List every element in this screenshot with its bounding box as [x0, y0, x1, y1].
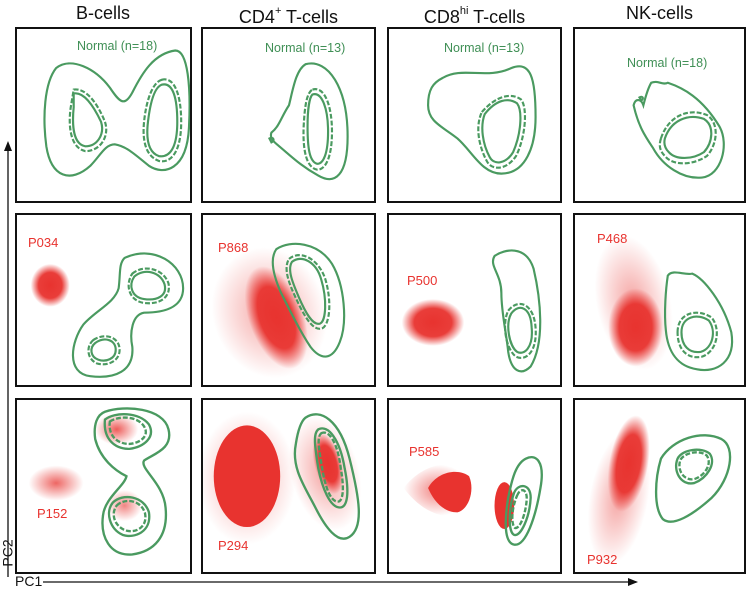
panel-p034-b-cells: P034: [15, 213, 192, 387]
contour-plot: [427, 65, 537, 175]
patient-cluster: [244, 266, 308, 369]
sample-label: P034: [28, 235, 59, 250]
panel-normal-cd8hi-t-cells: Normal (n=13): [387, 27, 562, 203]
column-title-nk-cells: NK-cells: [573, 2, 746, 24]
contour-plot: [43, 49, 190, 177]
column-title-main: CD4: [238, 7, 275, 27]
normal-label: Normal (n=13): [265, 41, 346, 55]
column-title-b-cells: B-cells: [15, 2, 191, 24]
patient-cluster: [28, 465, 84, 501]
normal-label: Normal (n=18): [627, 56, 708, 70]
y-axis-label: PC2: [0, 539, 16, 567]
y-axis-arrowhead-icon: [4, 141, 12, 151]
sample-label: P468: [597, 231, 628, 246]
panel-normal-b-cells: Normal (n=18): [15, 27, 192, 203]
panel-normal-cd4-t-cells: Normal (n=13): [201, 27, 376, 203]
scatter-contour-plot: [30, 252, 185, 378]
column-title-rest: T-cells: [468, 7, 526, 27]
column-title-text: B-cells: [75, 3, 130, 23]
scatter-contour-plot: [28, 407, 171, 556]
panel-p294-cd4-t-cells: P294: [201, 398, 376, 574]
panel-p468-nk-cells: P468: [573, 213, 746, 387]
scatter-contour-plot: [401, 249, 542, 373]
normal-label: Normal (n=13): [444, 41, 525, 55]
sample-label: P294: [218, 538, 249, 553]
panel-p152-b-cells: P152: [15, 398, 192, 574]
panel-p932-nk-cells: P932: [573, 398, 746, 574]
scatter-contour-plot: [403, 456, 543, 546]
panel-p500-cd8hi-t-cells: P500: [387, 213, 562, 387]
column-title-superscript: +: [274, 5, 282, 17]
sample-label: P932: [587, 552, 618, 567]
column-title-cd4-t-cells: CD4+ T-cells: [201, 2, 376, 27]
panel-p585-cd8hi-t-cells: P585: [387, 398, 562, 574]
column-title-main: CD8: [423, 7, 460, 27]
patient-cluster: [608, 288, 663, 367]
patient-cluster: [401, 299, 465, 346]
patient-cluster: [607, 415, 650, 512]
column-title-superscript: hi: [459, 5, 469, 17]
contour-plot: [632, 80, 725, 179]
sample-label: P868: [218, 240, 249, 255]
column-title-cd8hi-t-cells: CD8hi T-cells: [387, 2, 562, 27]
patient-cluster: [30, 263, 70, 307]
x-axis-label: PC1: [15, 573, 43, 589]
patient-cluster: [213, 425, 281, 528]
contour-plot: [268, 62, 349, 181]
scatter-contour-plot: [594, 235, 734, 372]
normal-label: Normal (n=18): [77, 39, 158, 53]
x-axis-arrowhead-icon: [628, 578, 638, 586]
sample-label: P500: [407, 273, 438, 288]
panel-normal-nk-cells: Normal (n=18): [573, 27, 746, 203]
scatter-contour-plot: [587, 415, 732, 566]
sample-label: P152: [37, 506, 68, 521]
column-title-text: NK-cells: [625, 3, 693, 23]
column-title-rest: T-cells: [281, 7, 339, 27]
patient-cluster: [428, 471, 472, 513]
sample-label: P585: [409, 444, 440, 459]
panel-p868-cd4-t-cells: P868: [201, 213, 376, 387]
scatter-contour-plot: [203, 411, 362, 545]
scatter-contour-plot: [211, 242, 346, 379]
